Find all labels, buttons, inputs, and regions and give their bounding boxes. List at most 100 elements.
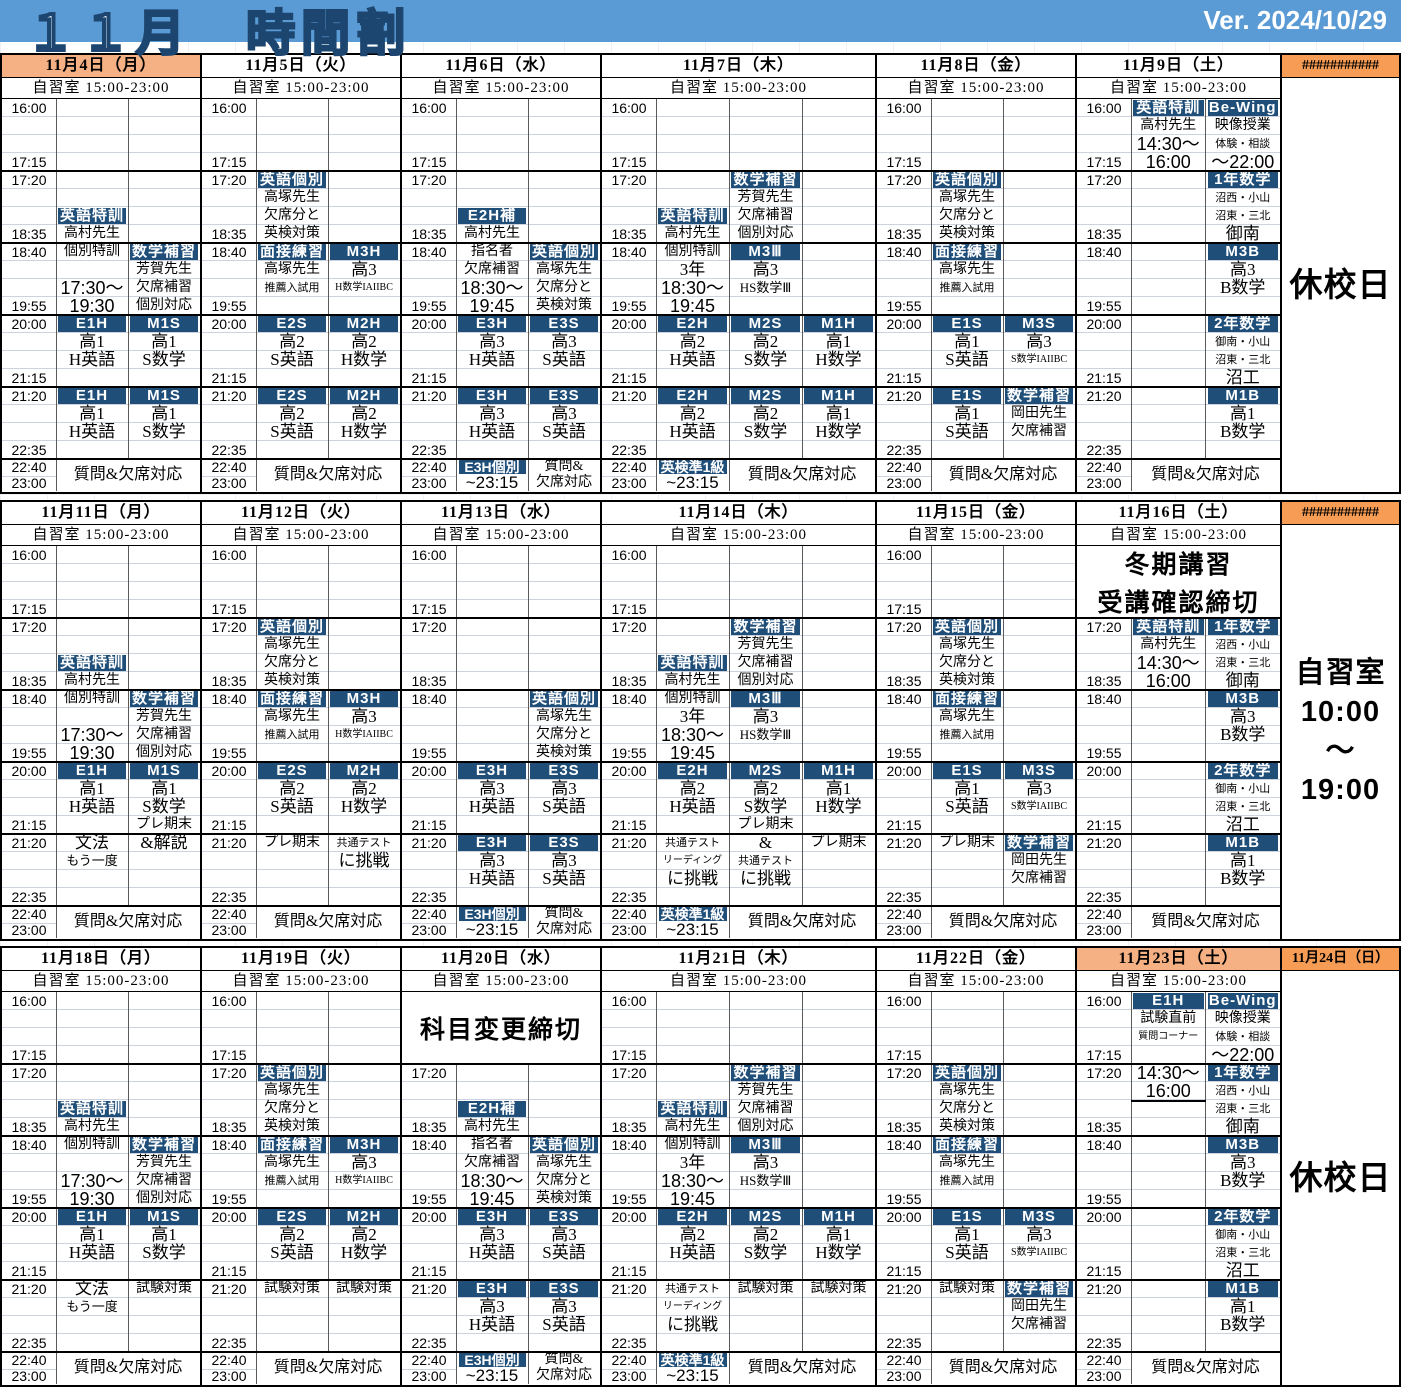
period-divider [1077, 314, 1280, 316]
class-event: 14:30〜 16:00 [1131, 1064, 1206, 1102]
class-text: H数学 [340, 797, 388, 816]
class-text: H英語 [468, 869, 516, 888]
class-text: 高1 [954, 404, 980, 423]
class-text: 質問& [544, 1352, 584, 1367]
time-label: 17:20 [611, 1065, 647, 1081]
study-room-label: 自習室 15:00-23:00 [1077, 525, 1280, 546]
class-text: 高村先生 [664, 673, 721, 688]
class-text: 質問&欠席対応 [747, 913, 857, 930]
day-column: 11月12日（火） 自習室 15:00-23:00 16:00 17:15 17:20 1… [200, 500, 402, 941]
class-text: 沼東・三北 [1215, 657, 1271, 669]
class-text: H英語 [68, 422, 116, 441]
time-label: 22:40 [1086, 906, 1122, 922]
period-divider [877, 314, 1075, 316]
class-badge: 英語特訓 [58, 1100, 126, 1117]
class-event: M2S 高2 S数学 プレ期末 & 共通テスト に挑戦 [729, 762, 802, 888]
class-text: 高1 [151, 332, 177, 351]
time-label: 18:35 [11, 673, 47, 689]
class-text: 19:45 [469, 1189, 515, 1209]
class-event: 1年数学 沼西・小山 沼東・三北 御南 [1206, 1064, 1281, 1136]
class-text: S数学 [743, 422, 788, 441]
class-event: M1H 高1 H数学 [802, 387, 875, 441]
class-event: 英語個別 高塚先生 欠席分と 英検対策 [528, 243, 600, 315]
class-text: 高塚先生 [536, 1155, 592, 1170]
period-divider [602, 1207, 875, 1209]
time-label: 18:40 [211, 244, 247, 260]
class-badge: M2S [731, 388, 800, 404]
class-event: M3Ⅲ 高3 HS数学Ⅲ [729, 690, 802, 744]
class-text: 高塚先生 [264, 709, 320, 724]
time-label: 20:00 [611, 1209, 647, 1225]
class-event: 英語個別 高塚先生 欠席分と 英検対策 [256, 1064, 328, 1136]
class-text: S数学 [142, 350, 186, 369]
class-text: 14:30〜 [1136, 1063, 1200, 1083]
time-label: 19:55 [211, 745, 247, 761]
period-divider [402, 1063, 600, 1065]
class-text: 高村先生 [1140, 637, 1197, 652]
class-event: 共通テスト リーディング に挑戦 [656, 1280, 729, 1334]
class-badge: E2H [658, 388, 727, 404]
period-divider [2, 1207, 200, 1209]
class-badge: M1H [804, 316, 873, 332]
side-note-line: 19:00 [1300, 774, 1381, 807]
class-badge: 面接練習 [258, 243, 326, 260]
class-text: 芳賀先生 [136, 262, 192, 277]
class-text: 芳賀先生 [136, 1155, 192, 1170]
class-text: 高3 [551, 404, 577, 423]
time-label: 22:40 [11, 459, 47, 475]
class-text: 欠席補習 [737, 655, 794, 670]
class-text: 高1 [1230, 404, 1256, 423]
time-label: 18:35 [611, 226, 647, 242]
class-text: 欠席対応 [536, 1368, 592, 1383]
class-event: 英語個別 高塚先生 欠席分と 英検対策 [931, 618, 1003, 690]
subrow-gridlines [202, 99, 400, 491]
period-divider [602, 1063, 875, 1065]
class-event: 2年数学 御南・小山 沼東・三北 沼工 [1206, 1208, 1281, 1280]
class-text: H英語 [468, 797, 516, 816]
class-text: S英語 [945, 350, 989, 369]
class-badge: E3H [458, 1209, 526, 1225]
time-label: 16:00 [611, 547, 647, 563]
class-event: 数学補習 岡田先生 欠席補習 [1003, 1280, 1075, 1334]
class-text: S英語 [945, 422, 989, 441]
class-text: B数学 [1220, 869, 1266, 888]
time-label: 21:15 [11, 1263, 47, 1279]
time-label: 17:15 [211, 601, 247, 617]
class-text: 文法 [75, 833, 109, 852]
class-event: M3S 高3 S数学IAIIBC [1003, 315, 1075, 369]
class-text: 高3 [479, 851, 505, 870]
period-divider [877, 170, 1075, 172]
class-text: S数学 [142, 1243, 186, 1262]
period-divider [602, 833, 875, 835]
subrow-gridlines [877, 546, 1075, 938]
class-event: M3H 高3 H数学IAIIBC [328, 1136, 400, 1190]
class-event: E3S 高3 S英語 [528, 315, 600, 369]
time-label: 23:00 [611, 475, 647, 491]
study-room-label: 自習室 15:00-23:00 [1077, 971, 1280, 992]
time-label: 21:15 [886, 817, 922, 833]
class-event: M1S 高1 S数学 プレ期末 &解説 [128, 762, 200, 852]
day-column: 11月7日（木） 自習室 15:00-23:00 16:00 17:15 17:20 18… [600, 53, 877, 494]
time-label: 22:35 [411, 442, 447, 458]
side-note-line: 〜 [1325, 735, 1356, 767]
time-label: 17:20 [211, 619, 247, 635]
study-room-label: 自習室 15:00-23:00 [602, 971, 875, 992]
column-divider [255, 99, 257, 491]
study-room-label: 自習室 15:00-23:00 [877, 525, 1075, 546]
time-label: 22:35 [886, 442, 922, 458]
period-divider [602, 1351, 875, 1353]
time-label: 20:00 [411, 316, 447, 332]
class-badge: E3H [458, 1281, 526, 1297]
class-text: 高塚先生 [939, 637, 995, 652]
time-label: 23:00 [11, 1368, 47, 1384]
footer-cell: 質問&欠席対応 [256, 1352, 400, 1384]
time-label: 19:55 [611, 745, 647, 761]
time-label: 17:20 [1086, 619, 1122, 635]
time-label: 19:55 [886, 298, 922, 314]
footer-cell: 質問&欠席対応 [931, 906, 1075, 938]
period-divider [877, 458, 1075, 460]
period-divider [2, 1135, 200, 1137]
column-divider [327, 546, 329, 938]
class-text: 高2 [679, 404, 706, 423]
class-badge: E1H [58, 1209, 126, 1225]
